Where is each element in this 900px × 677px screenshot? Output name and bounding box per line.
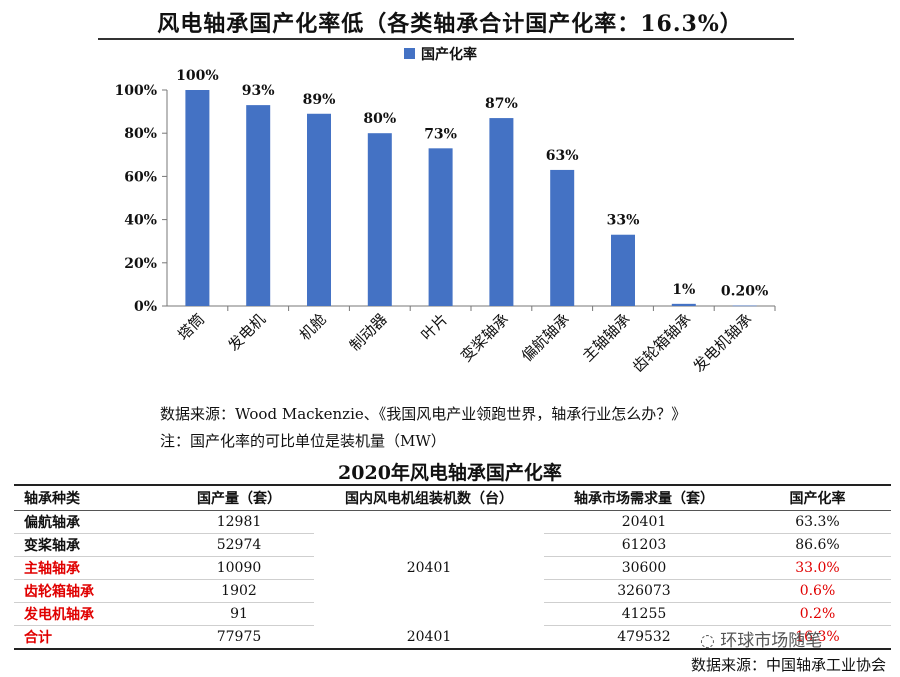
header-rate: 国产化率 — [744, 484, 891, 511]
bar — [611, 234, 635, 306]
data-label: 80% — [363, 111, 396, 127]
row-rate: 33.0% — [744, 556, 891, 580]
row-demand: 20401 — [544, 510, 744, 534]
total-name: 合计 — [14, 625, 164, 650]
row-output: 12981 — [164, 510, 314, 534]
row-name: 偏航轴承 — [14, 510, 164, 534]
row-rate: 0.6% — [744, 579, 891, 603]
y-tick-label: 20% — [124, 256, 157, 272]
y-tick-label: 60% — [124, 169, 157, 185]
chart-source-note: 数据来源：Wood Mackenzie、《我国风电产业领跑世界，轴承行业怎么办？… — [160, 405, 687, 423]
bar — [489, 118, 514, 306]
localization-table: 轴承种类 国产量（套） 国内风电机组装机数（台） 轴承市场需求量（套） 国产化率… — [14, 484, 891, 650]
row-installed-merged: 20401 — [406, 560, 452, 577]
table-row: 偏航轴承 12981 20401 20401 63.3% — [14, 510, 891, 576]
header-demand: 轴承市场需求量（套） — [544, 484, 744, 511]
row-demand: 30600 — [544, 556, 744, 580]
table-header-row: 轴承种类 国产量（套） 国内风电机组装机数（台） 轴承市场需求量（套） 国产化率 — [14, 484, 891, 511]
header-bearing-type: 轴承种类 — [14, 484, 164, 511]
table-source-note: 数据来源：中国轴承工业协会 — [690, 656, 886, 674]
category-label: 变桨轴承 — [457, 310, 512, 365]
row-output: 91 — [164, 602, 314, 626]
y-tick-label: 40% — [124, 213, 157, 229]
row-demand: 326073 — [544, 579, 744, 603]
data-label: 87% — [485, 96, 518, 112]
watermark: ◌ 环球市场随笔 — [700, 626, 822, 651]
category-label: 塔筒 — [174, 310, 208, 344]
row-output: 52974 — [164, 533, 314, 557]
bar — [185, 90, 210, 306]
table-row: 主轴轴承 10090 30600 33.0% — [14, 556, 891, 580]
bar — [550, 169, 575, 306]
row-name: 发电机轴承 — [14, 602, 164, 626]
data-label: 89% — [303, 92, 336, 108]
table-title: 2020年风电轴承国产化率 — [338, 462, 562, 484]
bar — [307, 113, 331, 306]
row-rate: 63.3% — [744, 510, 891, 534]
y-tick-label: 80% — [124, 126, 157, 142]
row-demand: 41255 — [544, 602, 744, 626]
data-label: 0.20% — [721, 284, 768, 300]
table-total-row: 合计 77975 20401 479532 16.3% — [14, 625, 891, 650]
watermark-text: 环球市场随笔 — [720, 631, 823, 651]
bar — [367, 133, 392, 306]
row-rate: 0.2% — [744, 602, 891, 626]
data-label: 100% — [176, 68, 219, 84]
total-installed: 20401 — [314, 625, 544, 650]
table-row: 发电机轴承 91 41255 0.2% — [14, 602, 891, 626]
legend-label: 国产化率 — [421, 46, 477, 63]
row-name: 变桨轴承 — [14, 533, 164, 557]
data-label: 33% — [607, 213, 640, 229]
bar — [732, 305, 757, 307]
row-rate: 86.6% — [744, 533, 891, 557]
bar — [671, 303, 696, 306]
category-label: 机舱 — [296, 310, 330, 344]
chart-unit-note: 注：国产化率的可比单位是装机量（MW） — [160, 432, 446, 450]
legend-swatch — [404, 48, 415, 59]
header-output: 国产量（套） — [164, 484, 314, 511]
table-row: 齿轮箱轴承 1902 326073 0.6% — [14, 579, 891, 603]
data-label: 1% — [672, 282, 695, 298]
wechat-icon: ◌ — [700, 631, 715, 651]
bar-chart: 0% 20% 40% 60% 80% 100% 100% 塔筒 93% 发电机 89% 机舱 80% 制动… — [114, 46, 776, 376]
row-output: 10090 — [164, 556, 314, 580]
category-label: 发电机 — [224, 310, 269, 355]
bar — [246, 105, 271, 307]
category-label: 制动器 — [346, 310, 391, 355]
total-demand: 479532 — [544, 625, 744, 650]
total-rate: 16.3% — [744, 625, 891, 650]
row-output: 1902 — [164, 579, 314, 603]
data-label: 63% — [546, 148, 579, 164]
data-label: 73% — [424, 126, 457, 142]
chart-title: 风电轴承国产化率低（各类轴承合计国产化率：16.3%） — [157, 11, 743, 37]
y-tick-label: 100% — [114, 83, 157, 99]
header-installed: 国内风电机组装机数（台） — [314, 484, 544, 511]
row-name: 齿轮箱轴承 — [14, 579, 164, 603]
category-label: 偏航轴承 — [518, 310, 573, 365]
data-label: 93% — [242, 83, 275, 99]
category-label: 主轴轴承 — [579, 310, 634, 365]
title-rule — [98, 38, 794, 40]
category-label: 发电机轴承 — [690, 310, 756, 376]
table-row: 变桨轴承 52974 61203 86.6% — [14, 533, 891, 557]
total-output: 77975 — [164, 625, 314, 650]
y-tick-label: 0% — [134, 299, 157, 315]
row-name: 主轴轴承 — [14, 556, 164, 580]
category-label: 齿轮箱轴承 — [629, 310, 695, 376]
category-label: 叶片 — [417, 310, 451, 344]
row-demand: 61203 — [544, 533, 744, 557]
bar — [428, 148, 453, 306]
